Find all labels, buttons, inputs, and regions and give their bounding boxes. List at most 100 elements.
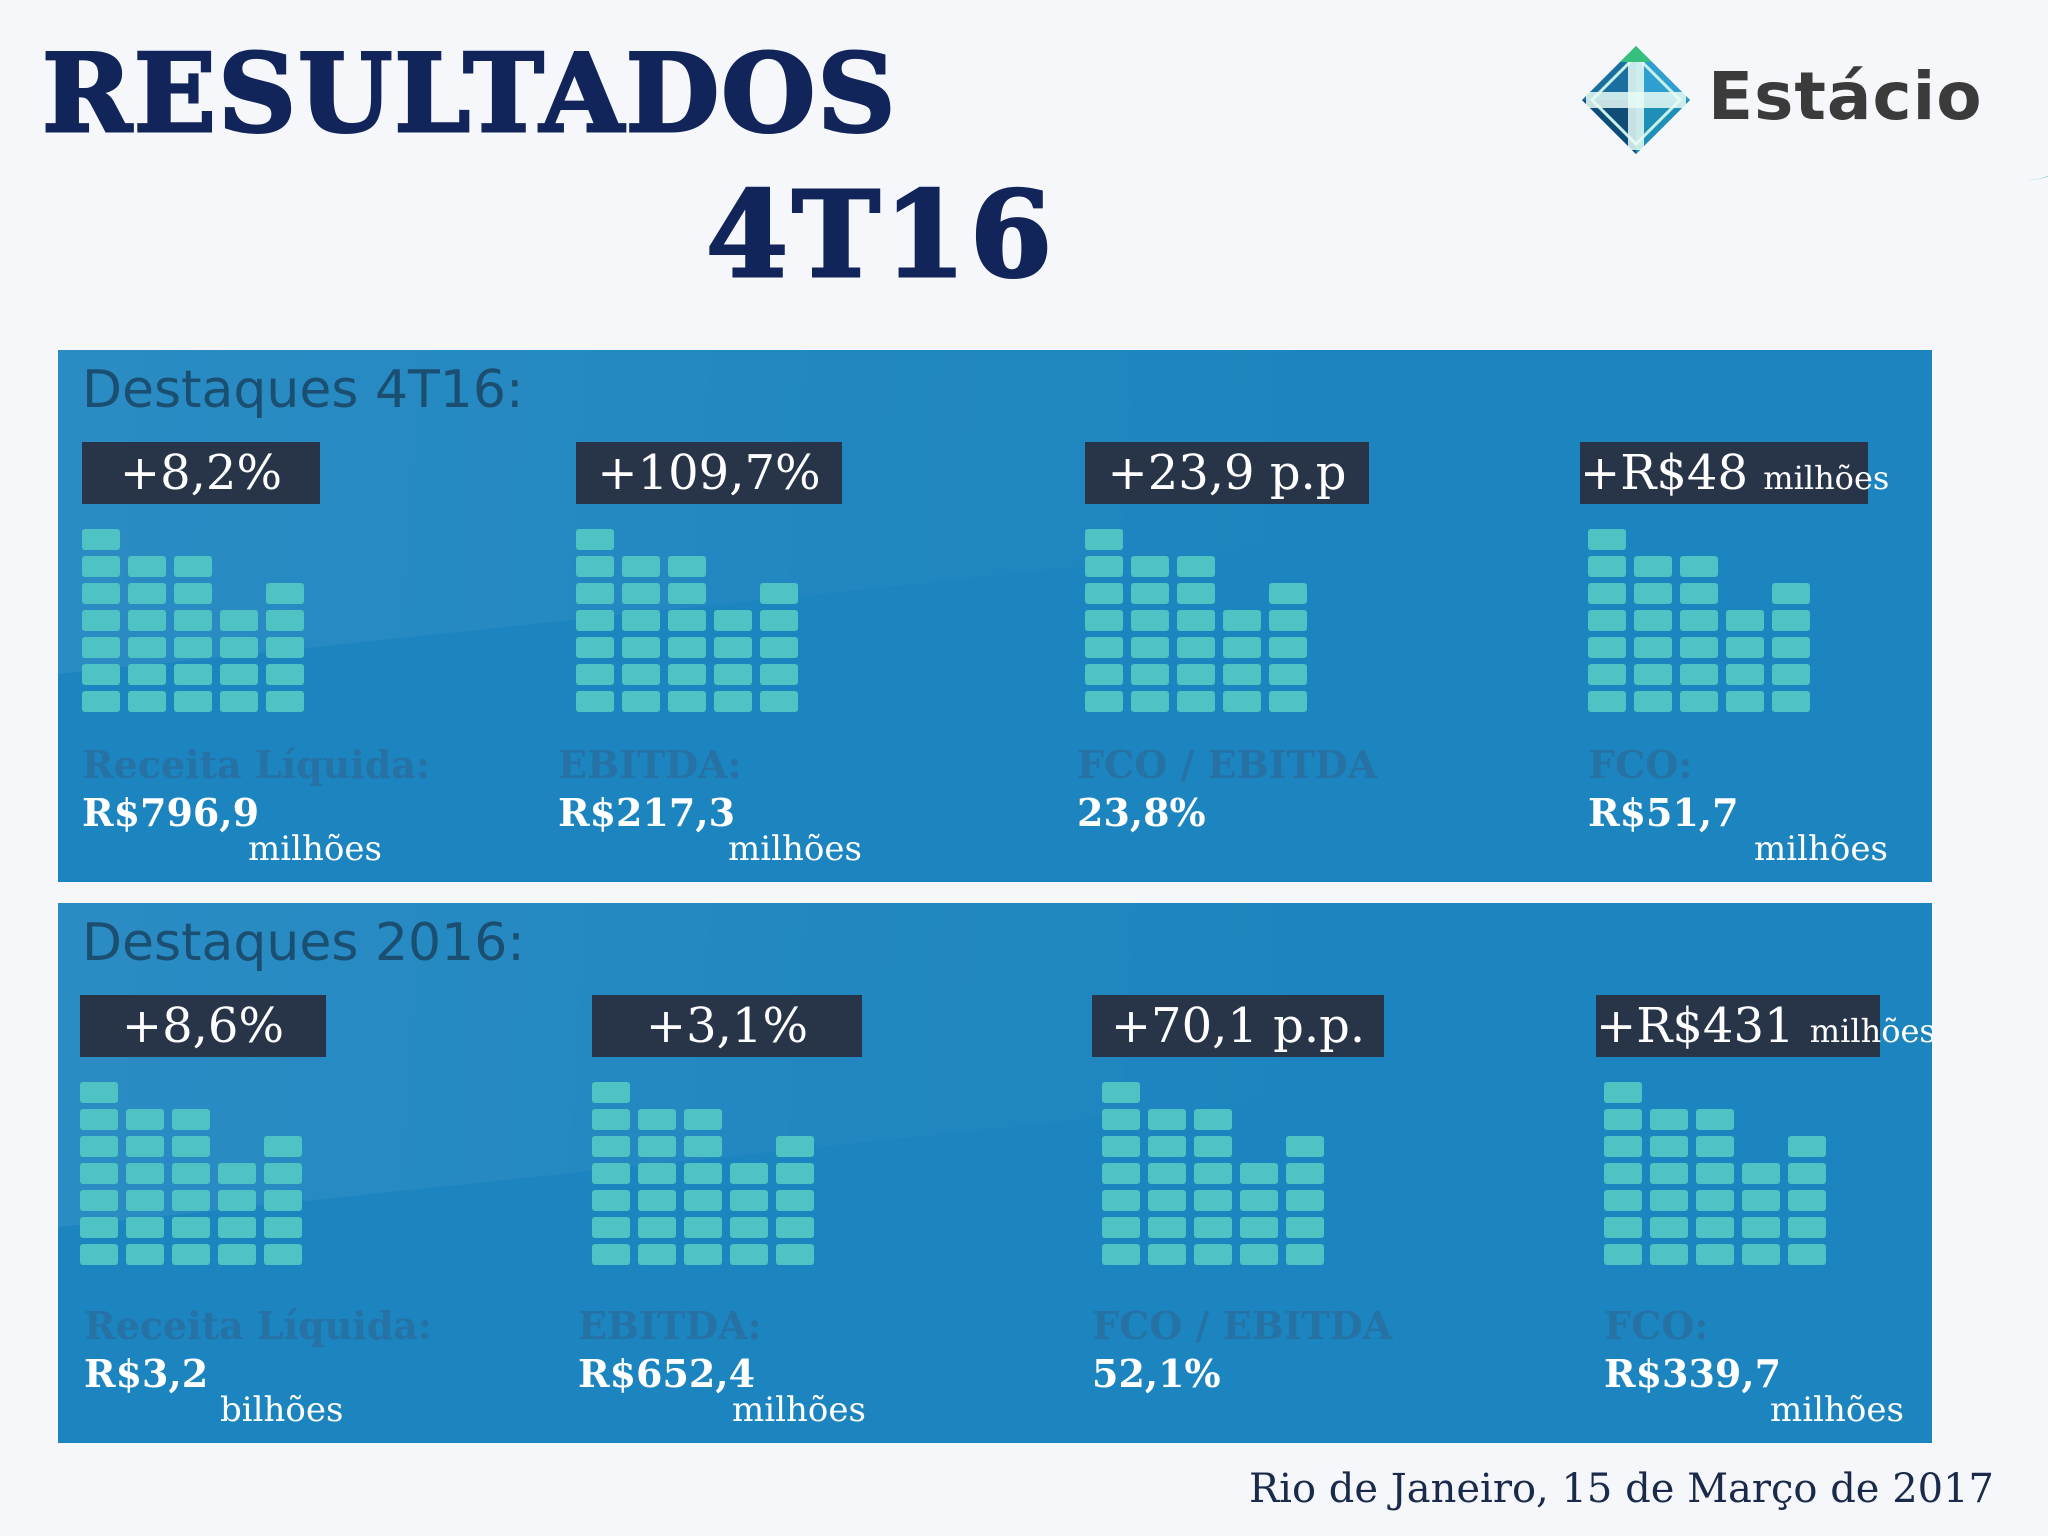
bar-block (174, 556, 212, 577)
bar-block (1177, 637, 1215, 658)
bar-block (576, 583, 614, 604)
bar-block (1286, 1190, 1324, 1211)
change-badge: +R$48 milhões (1580, 442, 1889, 504)
bar-block (592, 1109, 630, 1130)
metric-label: Receita Líquida: (82, 742, 430, 787)
bar-block (1696, 1163, 1734, 1184)
bar-block (576, 691, 614, 712)
metric-unit: milhões (248, 829, 382, 869)
bar-block (1788, 1136, 1826, 1157)
bar-block (1177, 583, 1215, 604)
bar-block (638, 1244, 676, 1265)
badge-value: +23,9 p.p (1107, 445, 1347, 501)
metric-label: FCO: (1588, 742, 1693, 787)
bar-block (128, 664, 166, 685)
bar-block (1269, 583, 1307, 604)
bar-block (1223, 691, 1261, 712)
bar-block (220, 691, 258, 712)
bar-block (684, 1217, 722, 1238)
change-badge: +8,2% (82, 442, 320, 504)
bar-block (1223, 610, 1261, 631)
bar-block (760, 637, 798, 658)
bar-block (1177, 556, 1215, 577)
bar-chart-icon (1102, 1075, 1332, 1265)
bar-chart-icon (80, 1075, 310, 1265)
bar-block (730, 1163, 768, 1184)
bar-block (1726, 691, 1764, 712)
change-badge: +70,1 p.p. (1092, 995, 1384, 1057)
bar-block (1788, 1163, 1826, 1184)
bar-block (1131, 556, 1169, 577)
bar-block (266, 583, 304, 604)
bar-block (264, 1163, 302, 1184)
bar-block (1696, 1217, 1734, 1238)
change-badge: +3,1% (592, 995, 862, 1057)
bar-block (730, 1190, 768, 1211)
bar-block (172, 1244, 210, 1265)
bar-block (668, 556, 706, 577)
bar-block (638, 1190, 676, 1211)
bar-block (264, 1190, 302, 1211)
bar-block (1269, 691, 1307, 712)
highlights-panel-4t16: Destaques 4T16: +8,2% Receita Líquida: R… (58, 350, 1932, 882)
bar-block (1696, 1109, 1734, 1130)
bar-block (1650, 1244, 1688, 1265)
bar-block (1194, 1109, 1232, 1130)
bar-block (80, 1136, 118, 1157)
bar-block (1194, 1136, 1232, 1157)
bar-block (266, 637, 304, 658)
bar-block (218, 1244, 256, 1265)
bar-block (592, 1190, 630, 1211)
bar-block (1604, 1190, 1642, 1211)
bar-block (1085, 691, 1123, 712)
bar-block (80, 1109, 118, 1130)
bar-block (1604, 1082, 1642, 1103)
bar-block (1772, 691, 1810, 712)
bar-block (266, 664, 304, 685)
bar-block (622, 691, 660, 712)
bar-block (1726, 610, 1764, 631)
bar-block (1772, 637, 1810, 658)
bar-block (1286, 1163, 1324, 1184)
panel-title: Destaques 2016: (82, 913, 525, 973)
bar-block (172, 1190, 210, 1211)
bar-block (730, 1244, 768, 1265)
card-ebitda: +3,1% EBITDA: R$652,4 milhões (578, 903, 952, 1443)
bar-block (622, 610, 660, 631)
bar-chart-icon (1085, 522, 1315, 712)
bar-block (638, 1163, 676, 1184)
bar-block (1223, 664, 1261, 685)
bar-block (1102, 1163, 1140, 1184)
bar-block (174, 691, 212, 712)
bar-block (1680, 610, 1718, 631)
bar-block (714, 691, 752, 712)
badge-value: +70,1 p.p. (1110, 998, 1366, 1054)
bar-block (82, 529, 120, 550)
metric-value: R$652,4 (578, 1351, 756, 1396)
bar-block (172, 1163, 210, 1184)
bar-block (1148, 1163, 1186, 1184)
bar-block (1148, 1109, 1186, 1130)
bar-block (82, 610, 120, 631)
bar-block (1588, 583, 1626, 604)
bar-block (80, 1217, 118, 1238)
metric-value: R$51,7 (1588, 790, 1739, 835)
bar-block (714, 610, 752, 631)
bar-block (1131, 583, 1169, 604)
bar-block (1726, 664, 1764, 685)
bar-block (1650, 1217, 1688, 1238)
decorative-edge-curve (2025, 0, 2048, 180)
metric-value: R$339,7 (1604, 1351, 1782, 1396)
bar-block (1148, 1190, 1186, 1211)
bar-block (638, 1136, 676, 1157)
bar-block (684, 1163, 722, 1184)
metric-value: R$217,3 (558, 790, 736, 835)
bar-block (82, 583, 120, 604)
bar-block (668, 610, 706, 631)
bar-block (1650, 1190, 1688, 1211)
bar-block (1085, 637, 1123, 658)
change-badge: +R$431 milhões (1596, 995, 1932, 1057)
bar-block (172, 1109, 210, 1130)
card-fco-ebitda: +70,1 p.p. FCO / EBITDA 52,1% (1092, 903, 1452, 1443)
bar-block (760, 691, 798, 712)
